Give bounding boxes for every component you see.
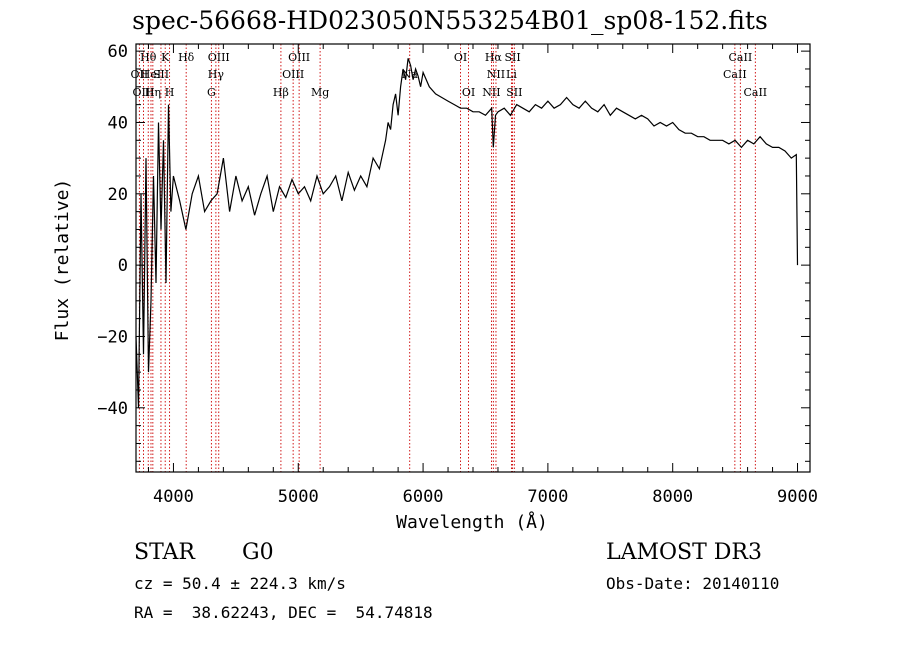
y-tick-label: −20 (97, 327, 128, 347)
spectral-line-label: OIII (288, 51, 310, 64)
spectral-line-label: Mg (311, 86, 329, 99)
star-type: STAR (134, 540, 195, 565)
spectral-line-label: Hδ (178, 51, 195, 64)
y-tick-label: 60 (108, 42, 128, 62)
spectral-line-label: CaII (743, 86, 767, 99)
spectral-line-label: Li (506, 68, 517, 81)
x-tick-label: 9000 (777, 487, 818, 507)
y-axis-label: Flux (relative) (52, 179, 73, 342)
spectrum-line (135, 58, 799, 408)
spectral-line-label: G (207, 86, 216, 99)
spectral-line-label: SII (506, 86, 522, 99)
y-tick-label: −40 (97, 399, 128, 419)
chart-title: spec-56668-HD023050N553254B01_sp08-152.f… (132, 6, 768, 35)
spectral-line-label: OIII (132, 86, 154, 99)
spectral-line-label: NII (482, 86, 500, 99)
survey-name: LAMOST DR3 (606, 540, 762, 565)
redshift-cz: cz = 50.4 ± 224.3 km/s (134, 574, 346, 593)
y-tick-label: 40 (108, 113, 128, 133)
star-subclass: G0 (242, 540, 274, 565)
spectral-line-label: OI (454, 51, 467, 64)
x-tick-label: 7000 (527, 487, 568, 507)
x-axis-label: Wavelength (Å) (396, 511, 548, 533)
x-tick-label: 4000 (153, 487, 194, 507)
plot-frame (135, 43, 811, 473)
spectral-line-label: NII (487, 68, 505, 81)
spectral-line-label: OIII (282, 68, 304, 81)
spectral-line-label: CaII (729, 51, 753, 64)
x-tick-label: 5000 (278, 487, 319, 507)
y-tick-label: 20 (108, 185, 128, 205)
x-tick-label: 8000 (652, 487, 693, 507)
y-tick-label: 0 (118, 256, 128, 276)
x-tick-label: 6000 (403, 487, 444, 507)
spectral-line-label: OIII (208, 51, 230, 64)
spectral-line-label: OII (131, 68, 149, 81)
observation-date: Obs-Date: 20140110 (606, 574, 780, 593)
spectral-line-label: CaII (723, 68, 747, 81)
spectral-line-label: Hη (145, 86, 161, 99)
spectral-line-label: Hα (485, 51, 503, 64)
spectral-line-label: OI (462, 86, 475, 99)
spectral-line-label: HeI (141, 68, 161, 81)
spectral-line-label: SII (153, 68, 169, 81)
spectral-line-label: H (165, 86, 175, 99)
spectral-line-label: SII (504, 51, 520, 64)
coordinates: RA = 38.62243, DEC = 54.74818 (134, 603, 433, 622)
spectral-line-label: Hθ (140, 51, 157, 64)
spectral-line-label: K (161, 51, 170, 64)
spectral-line-label: Hγ (208, 68, 225, 81)
spectral-line-label: Hβ (273, 86, 289, 99)
